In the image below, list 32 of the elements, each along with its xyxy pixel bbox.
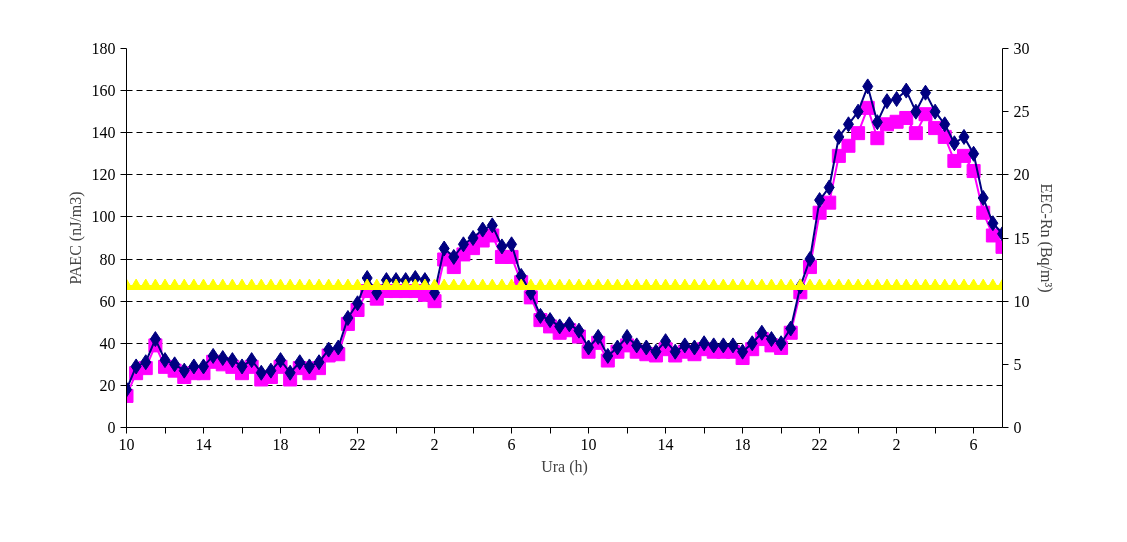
- x-tick-label: 22: [349, 435, 366, 453]
- x-tick-label: 14: [195, 435, 212, 453]
- y-tick-label: 160: [91, 82, 116, 100]
- x-tick-label: 6: [507, 435, 516, 453]
- y-tick-label: 180: [91, 40, 116, 57]
- x-tick-label: 10: [118, 435, 135, 453]
- y-tick-label: 20: [99, 376, 116, 394]
- y2-tick-label: 5: [1013, 355, 1022, 373]
- y2-tick-label: 30: [1013, 40, 1030, 57]
- x-tick-label: 10: [580, 435, 597, 453]
- x-tick-label: 14: [657, 435, 674, 453]
- y-tick-label: 100: [91, 208, 116, 226]
- y2-tick-label: 20: [1013, 166, 1030, 184]
- y2-tick-label: 15: [1013, 229, 1030, 247]
- y-tick-label: 120: [91, 166, 116, 184]
- y2-tick-label: 10: [1013, 292, 1030, 310]
- y2-tick-label: 0: [1013, 419, 1022, 436]
- y-axis-title: PAEC (nJ/m3): [66, 191, 85, 285]
- y-tick-label: 0: [107, 419, 116, 436]
- x-tick-label: 22: [811, 435, 828, 453]
- y-tick-label: 80: [99, 250, 116, 268]
- x-tick-label: 6: [969, 435, 978, 453]
- x-tick-label: 18: [734, 435, 751, 453]
- y-tick-label: 40: [99, 334, 116, 352]
- y-tick-label: 140: [91, 124, 116, 142]
- y2-axis-title: EEC-Rn (Bq/m³): [1036, 183, 1055, 293]
- x-tick-label: 2: [430, 435, 439, 453]
- y-tick-label: 60: [99, 292, 116, 310]
- x-axis-title: Ura (h): [541, 457, 588, 476]
- x-tick-label: 18: [272, 435, 289, 453]
- x-tick-label: 2: [892, 435, 901, 453]
- y2-tick-label: 25: [1013, 103, 1030, 121]
